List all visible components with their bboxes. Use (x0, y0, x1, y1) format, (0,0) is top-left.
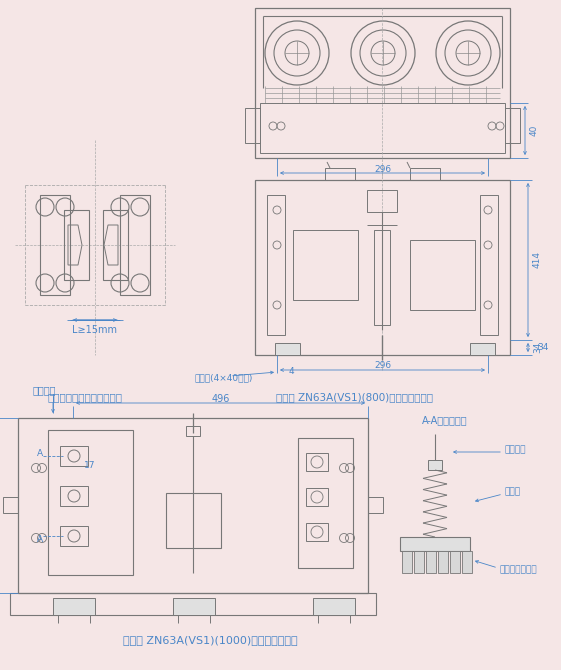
Bar (313, 598, 355, 615)
Bar (306, 453, 328, 471)
Text: 34: 34 (533, 342, 542, 353)
Text: 296: 296 (374, 165, 391, 174)
Bar (410, 240, 475, 310)
Bar (450, 551, 460, 573)
Text: 34: 34 (537, 344, 548, 352)
Bar (480, 195, 498, 335)
Bar (53, 598, 95, 615)
Text: L≥15mm: L≥15mm (72, 325, 117, 335)
Bar (298, 438, 353, 568)
Text: 图十二动静触头配合尺寸图: 图十二动静触头配合尺寸图 (48, 392, 122, 402)
Bar (462, 551, 472, 573)
Text: 底盘车: 底盘车 (505, 488, 521, 496)
Bar (368, 497, 383, 513)
Bar (245, 108, 260, 143)
Bar (40, 195, 70, 295)
Text: 40: 40 (530, 125, 539, 136)
Text: 接地触头: 接地触头 (33, 385, 57, 395)
Text: A: A (37, 535, 43, 543)
Bar (470, 343, 495, 355)
Bar (267, 195, 285, 335)
Bar (120, 195, 150, 295)
Bar (275, 343, 300, 355)
Bar (426, 551, 436, 573)
Bar (402, 551, 412, 573)
Bar (293, 230, 358, 300)
Text: 17: 17 (84, 462, 96, 470)
Bar (306, 523, 328, 541)
Text: 296: 296 (374, 362, 391, 371)
Bar (374, 230, 390, 325)
Bar (414, 551, 424, 573)
Text: 接地排(4×40铜排): 接地排(4×40铜排) (195, 373, 254, 383)
Bar (428, 460, 442, 470)
Bar (18, 418, 368, 593)
Text: 接地触头: 接地触头 (505, 446, 527, 454)
Text: 496: 496 (211, 394, 229, 404)
Text: 414: 414 (533, 251, 542, 269)
Bar (260, 103, 505, 153)
Bar (166, 493, 221, 548)
Bar (255, 180, 510, 355)
Bar (60, 526, 88, 546)
Bar (10, 593, 376, 615)
Bar (255, 8, 510, 158)
Bar (400, 537, 470, 551)
Bar (173, 598, 215, 615)
Text: 图十三 ZN63A(VS1)(800)接地装配尺寸图: 图十三 ZN63A(VS1)(800)接地装配尺寸图 (277, 392, 434, 402)
Bar (325, 168, 355, 180)
Text: A-A向旋转放大: A-A向旋转放大 (422, 415, 468, 425)
Bar (60, 446, 88, 466)
Bar (48, 430, 133, 575)
Bar (3, 497, 18, 513)
Bar (306, 488, 328, 506)
Bar (60, 486, 88, 506)
Bar (103, 210, 128, 280)
Bar (367, 190, 397, 212)
Bar (64, 210, 89, 280)
Bar (410, 168, 440, 180)
Text: 4: 4 (288, 366, 294, 375)
Text: 柜体上的接地排: 柜体上的接地排 (500, 565, 537, 574)
Bar (505, 108, 520, 143)
Text: A: A (37, 448, 43, 458)
Bar (438, 551, 448, 573)
Text: 图十四 ZN63A(VS1)(1000)接地装配尺寸图: 图十四 ZN63A(VS1)(1000)接地装配尺寸图 (123, 635, 297, 645)
Bar (186, 426, 200, 436)
